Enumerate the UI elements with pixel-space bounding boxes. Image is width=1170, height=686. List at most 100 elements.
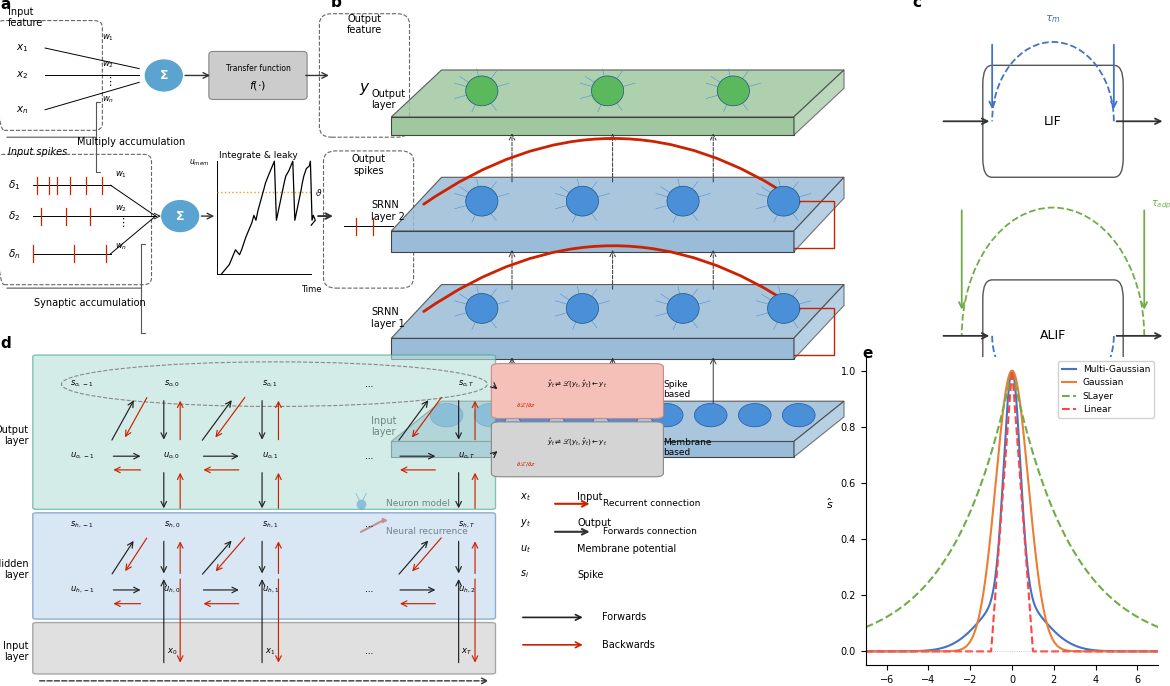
Circle shape: [717, 76, 750, 106]
Text: $\delta_2$: $\delta_2$: [8, 209, 20, 223]
Gaussian: [859, 648, 873, 656]
Text: Output
spikes: Output spikes: [351, 154, 386, 176]
Linear: [859, 648, 873, 656]
Polygon shape: [391, 231, 793, 252]
Text: $\partial\mathscr{L}/\partial z$: $\partial\mathscr{L}/\partial z$: [516, 400, 536, 410]
Text: $u_{o,T}$: $u_{o,T}$: [457, 451, 476, 461]
FancyBboxPatch shape: [33, 513, 496, 619]
SLayer: [1060, 535, 1074, 543]
Text: $\cdots$: $\cdots$: [364, 379, 373, 389]
Text: Recurrent connection: Recurrent connection: [603, 499, 700, 508]
Line: Gaussian: Gaussian: [866, 370, 1158, 652]
Multi-Gaussian: [1093, 647, 1107, 655]
Gaussian: [1151, 648, 1165, 656]
Text: $\hat{y}_t \rightleftharpoons \mathscr{L}(y_t,\hat{y}_t) \leftarrow y_t$: $\hat{y}_t \rightleftharpoons \mathscr{L…: [548, 437, 607, 448]
Line: Multi-Gaussian: Multi-Gaussian: [866, 370, 1158, 652]
FancyBboxPatch shape: [983, 280, 1123, 392]
Text: $s_{h,-1}$: $s_{h,-1}$: [70, 520, 94, 530]
SLayer: [1151, 623, 1165, 631]
FancyBboxPatch shape: [491, 422, 663, 477]
Multi-Gaussian: [977, 611, 991, 619]
Circle shape: [466, 294, 498, 323]
Text: Membrane
based: Membrane based: [663, 438, 711, 458]
Text: $u_{h,2}$: $u_{h,2}$: [459, 585, 475, 595]
Multi-Gaussian: [1060, 637, 1074, 646]
Text: $s_{o,T}$: $s_{o,T}$: [459, 379, 475, 389]
Line: Linear: Linear: [866, 370, 1158, 652]
Y-axis label: $\hat{s}$: $\hat{s}$: [826, 497, 833, 511]
Text: Spike
based: Spike based: [663, 379, 690, 399]
Text: Input
layer: Input layer: [371, 416, 397, 437]
Multi-Gaussian: [859, 648, 873, 656]
Polygon shape: [793, 177, 844, 252]
Text: Membrane potential: Membrane potential: [578, 544, 676, 554]
Gaussian: [1087, 648, 1101, 656]
Text: ⋮: ⋮: [104, 78, 116, 87]
Polygon shape: [793, 401, 844, 457]
Text: SRNN
layer 2: SRNN layer 2: [371, 200, 405, 222]
FancyBboxPatch shape: [33, 355, 496, 509]
Text: $x_n$: $x_n$: [16, 104, 29, 116]
Ellipse shape: [738, 403, 771, 427]
Text: $u_t$: $u_t$: [521, 543, 531, 555]
Ellipse shape: [431, 403, 463, 427]
Text: e: e: [862, 346, 873, 362]
Circle shape: [592, 76, 624, 106]
Text: Time: Time: [301, 285, 322, 294]
Text: $u_{mem}$: $u_{mem}$: [188, 158, 208, 168]
FancyBboxPatch shape: [208, 51, 307, 99]
Circle shape: [161, 200, 199, 232]
Polygon shape: [391, 285, 844, 338]
Text: Output: Output: [578, 518, 612, 528]
Text: $u_{h,-1}$: $u_{h,-1}$: [70, 585, 94, 595]
Gaussian: [1060, 646, 1074, 654]
Text: $\cdots$: $\cdots$: [364, 520, 373, 530]
Text: $\tau_m$: $\tau_m$: [1045, 13, 1061, 25]
SLayer: [859, 623, 873, 631]
Text: $w_1$: $w_1$: [115, 169, 126, 180]
Circle shape: [667, 294, 700, 323]
Text: Output
layer: Output layer: [0, 425, 28, 447]
Text: $w_1$: $w_1$: [103, 32, 115, 43]
Text: Σ: Σ: [176, 210, 185, 222]
FancyBboxPatch shape: [33, 623, 496, 674]
Text: Forwards: Forwards: [603, 613, 646, 622]
Text: ⋮: ⋮: [117, 218, 128, 228]
Text: $\tau_m$: $\tau_m$: [1045, 437, 1061, 449]
Text: Backwards: Backwards: [603, 640, 655, 650]
Linear: [1151, 648, 1165, 656]
Text: $\delta_1$: $\delta_1$: [8, 178, 21, 192]
Linear: [1093, 648, 1107, 656]
Multi-Gaussian: [987, 578, 1002, 587]
Text: $s_{o,-1}$: $s_{o,-1}$: [70, 379, 94, 389]
Text: ALIF: ALIF: [1040, 329, 1066, 342]
Text: Output
feature: Output feature: [346, 14, 383, 35]
Text: Transfer function: Transfer function: [226, 64, 290, 73]
Polygon shape: [391, 70, 844, 117]
Circle shape: [145, 60, 183, 91]
Text: a: a: [0, 0, 11, 12]
Text: $x_2$: $x_2$: [16, 69, 28, 82]
Text: Input spikes: Input spikes: [8, 147, 68, 158]
Circle shape: [667, 186, 700, 216]
Polygon shape: [391, 177, 844, 231]
Text: $y$: $y$: [359, 81, 370, 97]
Text: $\delta_n$: $\delta_n$: [8, 247, 21, 261]
Ellipse shape: [783, 403, 815, 427]
Text: $w_n$: $w_n$: [103, 94, 115, 105]
Polygon shape: [391, 401, 844, 442]
Polygon shape: [391, 442, 793, 457]
Text: LIF: LIF: [1044, 115, 1062, 128]
Text: Input
layer: Input layer: [4, 641, 28, 663]
Text: $s_{o,0}$: $s_{o,0}$: [164, 379, 180, 389]
Text: Input
feature: Input feature: [8, 7, 43, 28]
Text: $s_{h,1}$: $s_{h,1}$: [262, 520, 278, 530]
Text: $f(\cdot)$: $f(\cdot)$: [249, 80, 267, 92]
SLayer: [987, 437, 1002, 445]
Linear: [1005, 366, 1019, 375]
Ellipse shape: [518, 403, 551, 427]
Linear: [889, 648, 903, 656]
Text: $x_1$: $x_1$: [266, 646, 275, 657]
Polygon shape: [391, 117, 793, 135]
Text: $x_1$: $x_1$: [16, 42, 29, 54]
